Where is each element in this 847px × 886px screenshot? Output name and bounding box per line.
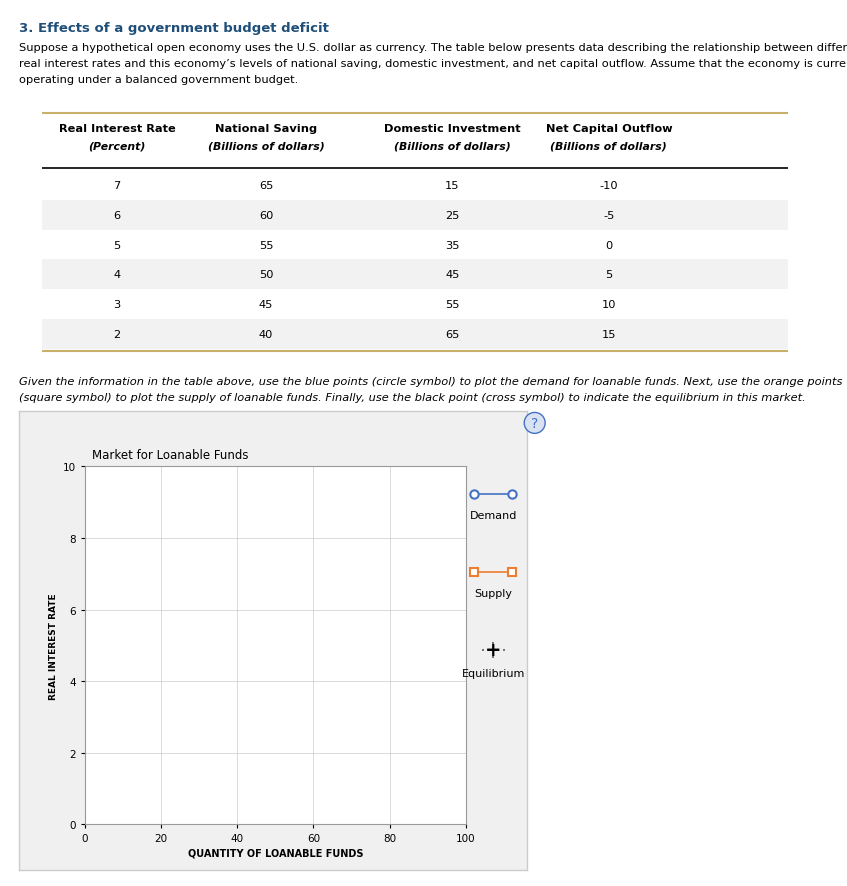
Text: 3: 3 xyxy=(113,299,120,310)
Text: (square symbol) to plot the supply of loanable funds. Finally, use the black poi: (square symbol) to plot the supply of lo… xyxy=(19,392,805,402)
Text: •: • xyxy=(481,647,485,653)
X-axis label: QUANTITY OF LOANABLE FUNDS: QUANTITY OF LOANABLE FUNDS xyxy=(187,847,363,858)
Bar xyxy=(42,320,788,349)
Text: Suppose a hypothetical open economy uses the U.S. dollar as currency. The table : Suppose a hypothetical open economy uses… xyxy=(19,43,847,52)
Text: 15: 15 xyxy=(445,181,460,190)
Text: 0: 0 xyxy=(606,240,612,250)
Text: 55: 55 xyxy=(258,240,274,250)
Text: +: + xyxy=(485,641,501,660)
Text: 5: 5 xyxy=(606,270,612,280)
Text: ?: ? xyxy=(531,416,539,431)
Text: 6: 6 xyxy=(113,211,120,221)
Text: Supply: Supply xyxy=(474,588,512,598)
Text: Market for Loanable Funds: Market for Loanable Funds xyxy=(92,448,249,462)
Text: 10: 10 xyxy=(601,299,616,310)
Text: Net Capital Outflow: Net Capital Outflow xyxy=(545,124,673,134)
Text: Demand: Demand xyxy=(470,510,517,520)
Text: •: • xyxy=(491,640,495,646)
Text: -10: -10 xyxy=(600,181,618,190)
Text: (Percent): (Percent) xyxy=(88,141,146,151)
Text: operating under a balanced government budget.: operating under a balanced government bu… xyxy=(19,74,298,84)
Text: Domestic Investment: Domestic Investment xyxy=(384,124,521,134)
Text: •: • xyxy=(501,647,506,653)
Text: 60: 60 xyxy=(259,211,273,221)
Bar xyxy=(42,260,788,290)
Text: 35: 35 xyxy=(445,240,460,250)
Text: 7: 7 xyxy=(113,181,120,190)
Text: 4: 4 xyxy=(113,270,120,280)
Text: Equilibrium: Equilibrium xyxy=(462,668,525,678)
Text: •: • xyxy=(491,654,495,660)
Text: (Billions of dollars): (Billions of dollars) xyxy=(394,141,511,151)
Text: 65: 65 xyxy=(259,181,273,190)
Text: (Billions of dollars): (Billions of dollars) xyxy=(551,141,667,151)
Text: 55: 55 xyxy=(445,299,460,310)
Text: 5: 5 xyxy=(113,240,120,250)
Text: Real Interest Rate: Real Interest Rate xyxy=(58,124,175,134)
Text: 25: 25 xyxy=(446,211,459,221)
Text: 65: 65 xyxy=(446,330,459,339)
Text: National Saving: National Saving xyxy=(215,124,317,134)
Text: real interest rates and this economy’s levels of national saving, domestic inves: real interest rates and this economy’s l… xyxy=(19,58,847,68)
Text: 15: 15 xyxy=(601,330,616,339)
Y-axis label: REAL INTEREST RATE: REAL INTEREST RATE xyxy=(49,593,58,699)
Text: 40: 40 xyxy=(259,330,273,339)
Text: -5: -5 xyxy=(603,211,615,221)
Text: 45: 45 xyxy=(446,270,459,280)
Text: 45: 45 xyxy=(259,299,273,310)
Text: 3. Effects of a government budget deficit: 3. Effects of a government budget defici… xyxy=(19,22,329,35)
Text: 2: 2 xyxy=(113,330,120,339)
Text: Given the information in the table above, use the blue points (circle symbol) to: Given the information in the table above… xyxy=(19,377,842,386)
Text: (Billions of dollars): (Billions of dollars) xyxy=(208,141,324,151)
Bar xyxy=(42,200,788,230)
Text: 50: 50 xyxy=(258,270,274,280)
